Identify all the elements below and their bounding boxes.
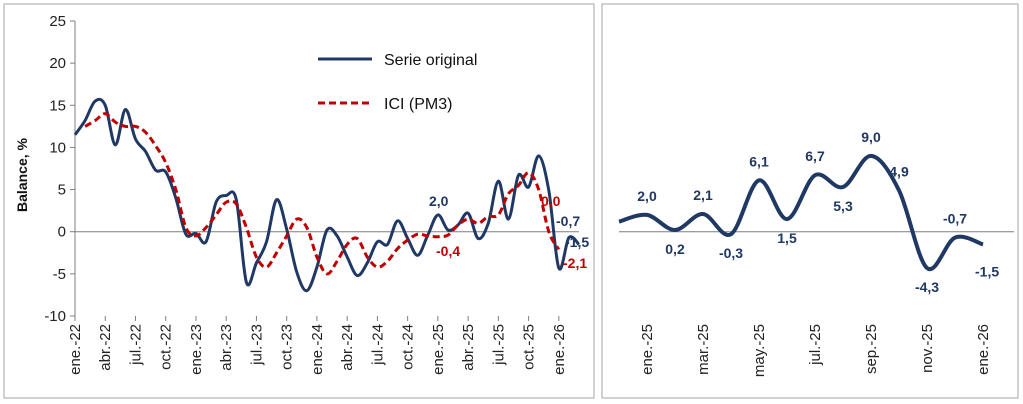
left-y-tick-label: 20: [49, 55, 66, 72]
right-data-label: 5,3: [833, 198, 853, 214]
left-y-tick-labels: 25 20 15 10 5 0 -5 -10: [44, 13, 66, 325]
left-x-tick-label: jul.-25: [490, 324, 507, 366]
left-y-tick-label: 5: [58, 182, 66, 199]
annotation-2-0: 2,0: [429, 193, 449, 209]
annotation-neg-2-1: -2,1: [563, 255, 587, 271]
left-x-tick-label: ene.-26: [551, 324, 568, 375]
left-x-tick-label: abr.-24: [339, 324, 356, 371]
right-x-tick-labels: ene.-25 mar.-25 may.-25 jul.-25 sep.-25 nov.-…: [639, 324, 992, 377]
right-x-tick-label: ene.-25: [639, 324, 656, 375]
left-x-tick-labels: ene.-22 abr.-22 jul.-22 oct.-22 ene.-23 abr.-…: [67, 324, 568, 375]
right-x-tick-label: sep.-25: [863, 324, 880, 374]
left-x-tick-label: oct.-25: [521, 324, 538, 370]
right-series-lines: [618, 153, 984, 272]
right-data-label: -0,7: [943, 211, 967, 227]
left-x-tick-label: jul.-24: [369, 324, 386, 366]
annotation-0-0: 0,0: [541, 193, 561, 209]
right-data-label: 6,7: [805, 148, 825, 164]
left-series-lines: [73, 97, 581, 293]
left-y-tick-label: -10: [44, 308, 66, 325]
left-x-tick-label: oct.-23: [279, 324, 296, 370]
left-y-tick-label: 0: [58, 224, 66, 241]
right-data-label: 4,9: [889, 163, 909, 179]
right-data-label: -0,3: [719, 245, 743, 261]
left-x-tick-label: ene.-22: [67, 324, 84, 375]
right-data-labels: 2,0 0,2 2,1 -0,3 6,1 1,5 6,7 5,3 9,0 4,9 -4,3 -0,7 -…: [637, 129, 999, 295]
left-x-tick-label: abr.-23: [218, 324, 235, 371]
left-axes: [70, 20, 579, 321]
right-x-tick-label: nov.-25: [919, 324, 936, 373]
y-axis-label: Balance, %: [14, 137, 30, 211]
legend: Serie original ICI (PM3): [318, 52, 477, 113]
left-annotations: 2,0 -0,4 0,0 -0,7 -1,5 -2,1: [429, 193, 589, 271]
legend-label-original: Serie original: [384, 52, 477, 69]
left-x-tick-label: ene.-24: [309, 324, 326, 375]
right-data-label: 0,2: [665, 241, 685, 257]
left-x-tick-label: ene.-23: [188, 324, 205, 375]
right-chart-frame: [601, 3, 1019, 399]
right-data-label: -1,5: [975, 263, 999, 279]
left-x-tick-label: oct.-22: [158, 324, 175, 370]
left-chart-frame: [3, 3, 595, 399]
annotation-neg-1-5: -1,5: [565, 234, 589, 250]
annotation-neg-0-7: -0,7: [556, 213, 580, 229]
left-x-tick-label: abr.-25: [460, 324, 477, 371]
left-y-tick-label: 25: [49, 13, 66, 30]
right-x-tick-label: ene.-26: [975, 324, 992, 375]
left-x-tick-label: ene.-25: [430, 324, 447, 375]
right-x-tick-label: jul.-25: [807, 324, 824, 366]
left-y-tick-label: -5: [53, 266, 66, 283]
right-series-line-original: [618, 153, 984, 272]
left-x-tick-label: jul.-22: [127, 324, 144, 366]
legend-label-pm3: ICI (PM3): [384, 96, 452, 113]
right-data-label: 6,1: [749, 153, 769, 169]
left-x-tick-label: oct.-24: [400, 324, 417, 370]
left-x-tick-label: abr.-22: [97, 324, 114, 371]
series-line-pm3: [84, 112, 561, 276]
series-line-original: [73, 97, 581, 293]
right-x-tick-label: mar.-25: [695, 324, 712, 375]
annotation-neg-0-4: -0,4: [436, 243, 460, 259]
right-data-label: 9,0: [861, 129, 881, 145]
left-x-tick-label: jul.-23: [248, 324, 265, 366]
right-data-label: -4,3: [915, 279, 939, 295]
left-y-tick-label: 10: [49, 139, 66, 156]
right-data-label: 2,1: [693, 187, 713, 203]
right-data-label: 2,0: [637, 188, 657, 204]
right-x-tick-label: may.-25: [751, 324, 768, 377]
right-data-label: 1,5: [777, 230, 797, 246]
left-y-tick-label: 15: [49, 97, 66, 114]
